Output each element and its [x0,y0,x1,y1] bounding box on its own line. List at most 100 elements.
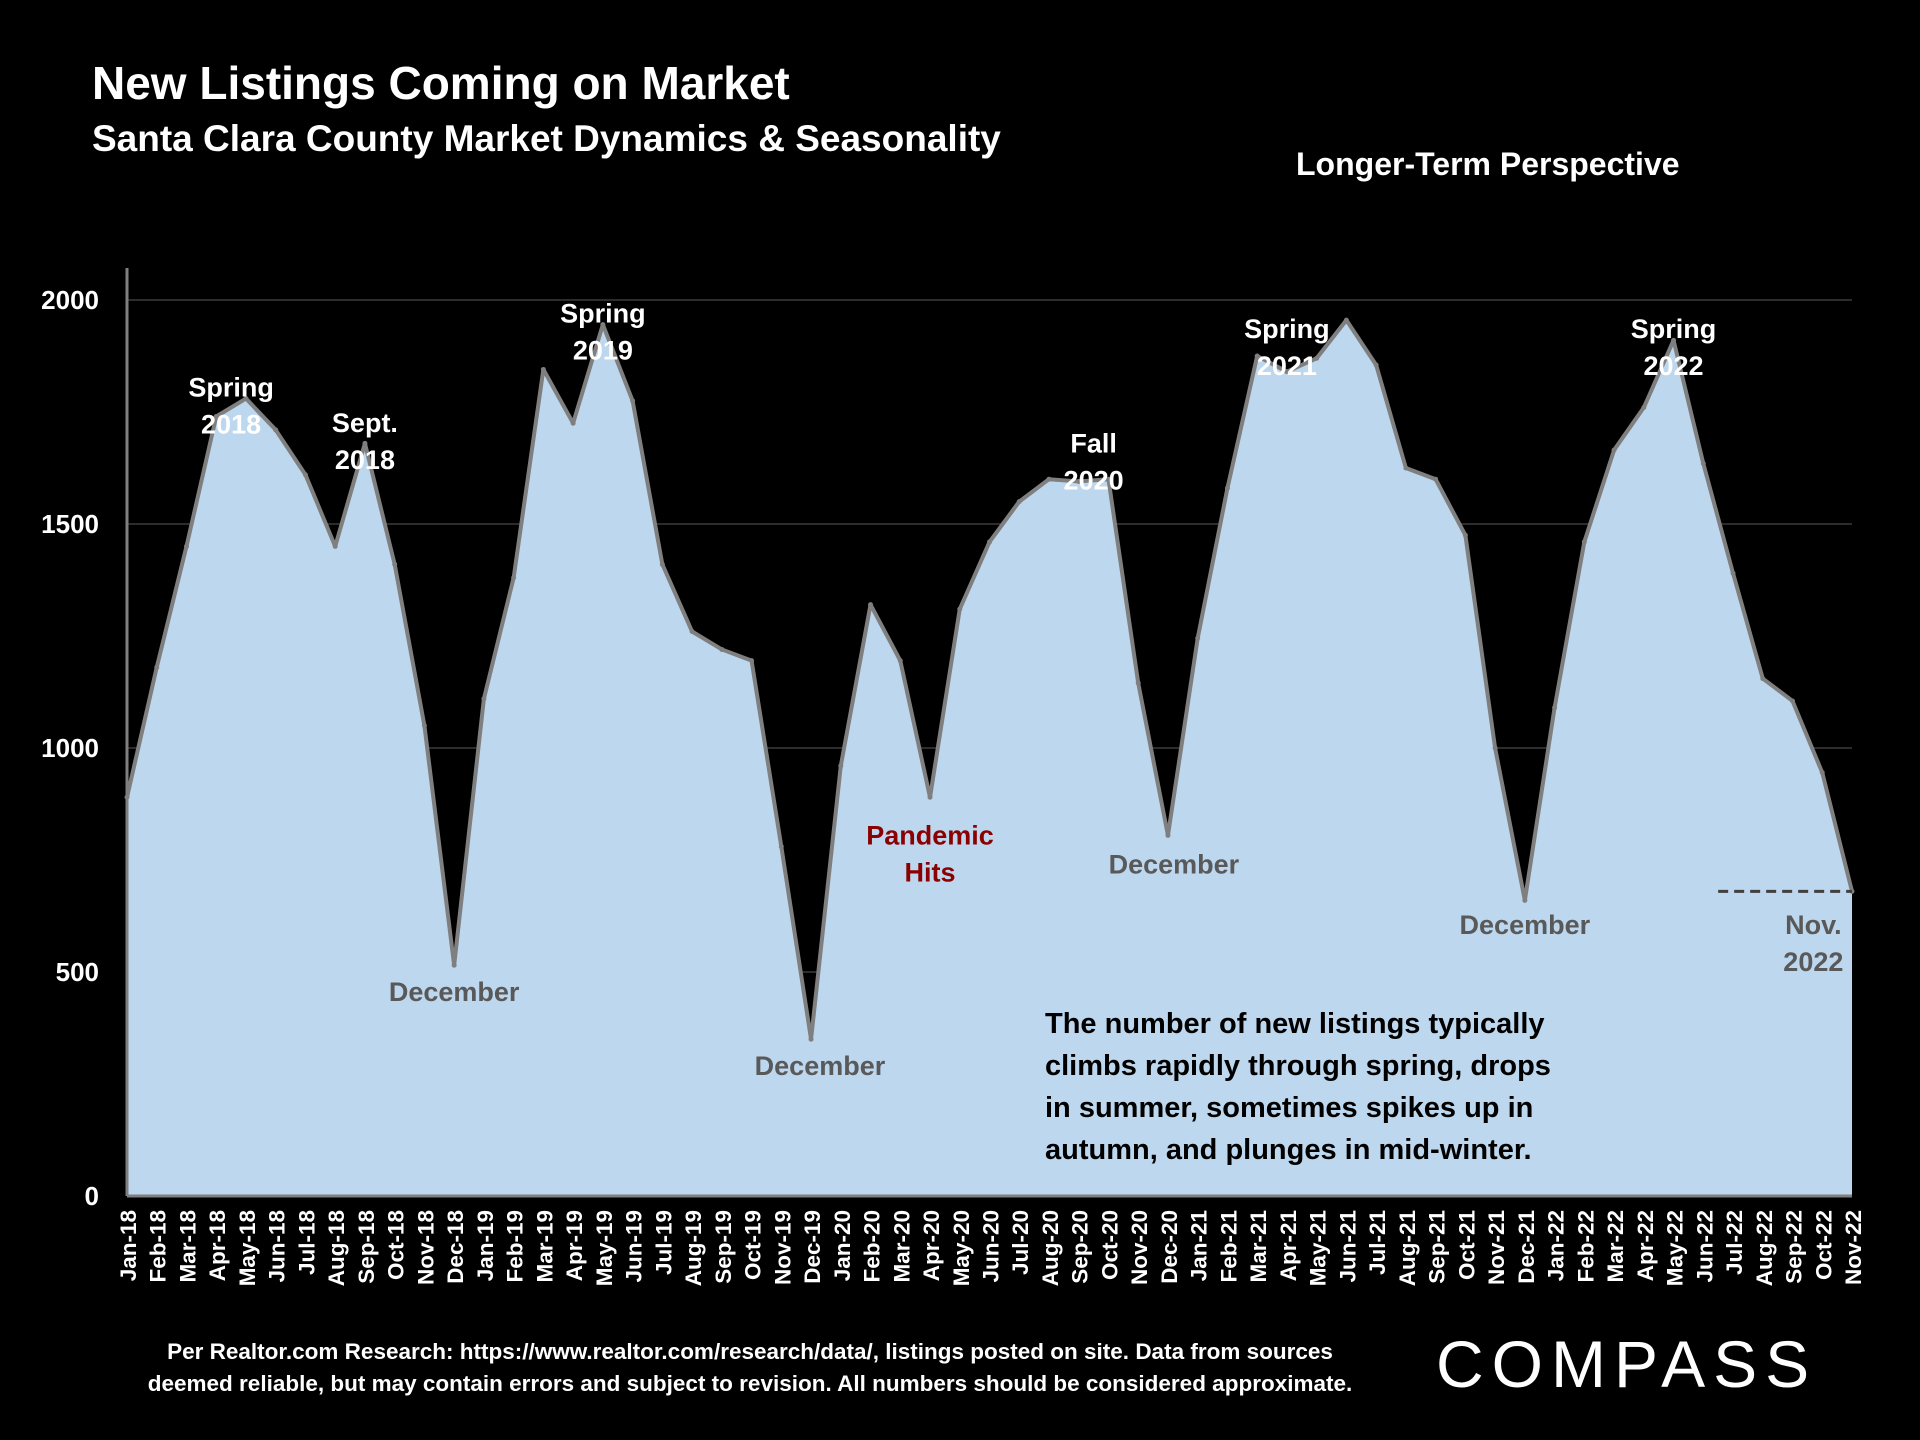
x-tick-label: Feb-20 [860,1210,885,1283]
annotation-label: Spring 2022 [1631,314,1717,381]
data-point [659,561,665,567]
x-tick-label: Nov-20 [1127,1210,1152,1285]
x-tick-label: Jan-22 [1544,1210,1569,1281]
annotation-label: Sept. 2018 [332,408,398,475]
source-note: Per Realtor.com Research: https://www.re… [110,1336,1390,1400]
x-tick-label: Nov-19 [770,1210,795,1285]
x-tick-label: Dec-20 [1157,1210,1182,1284]
annotation-label: December [755,1051,886,1081]
x-tick-label: Mar-22 [1603,1210,1628,1283]
x-tick-label: Jul-19 [651,1210,676,1275]
x-tick-label: Jul-22 [1722,1210,1747,1275]
x-tick-label: Nov-18 [413,1210,438,1285]
data-point [1462,532,1468,538]
data-point [1552,705,1558,711]
data-point [600,322,606,328]
annotation-label: Spring 2021 [1244,314,1330,381]
y-tick-label: 500 [56,957,99,987]
data-point [1343,317,1349,323]
x-tick-label: Mar-21 [1246,1210,1271,1283]
data-point [1492,745,1498,751]
data-point [1165,832,1171,838]
perspective-label: Longer-Term Perspective [1296,146,1680,182]
x-tick-label: Feb-21 [1216,1210,1241,1283]
x-tick-label: Jun-21 [1335,1210,1360,1283]
chart-subtitle: Santa Clara County Market Dynamics & Sea… [92,118,1001,159]
x-tick-label: Apr-22 [1633,1210,1658,1281]
data-point [1403,465,1409,471]
x-tick-label: May-18 [235,1210,260,1286]
data-point [332,543,338,549]
data-point [451,962,457,968]
chart-title: New Listings Coming on Market [92,57,790,109]
source-line-2: deemed reliable, but may contain errors … [147,1371,1353,1396]
x-tick-label: May-22 [1663,1210,1688,1286]
x-tick-label: Mar-18 [175,1210,200,1283]
data-point [1016,499,1022,505]
x-tick-label: Apr-20 [919,1210,944,1281]
data-point [1671,337,1677,343]
data-point [868,602,874,608]
data-point [1373,362,1379,368]
x-tick-label: Jan-20 [830,1210,855,1281]
x-tick-label: Oct-21 [1454,1210,1479,1280]
x-tick-label: Mar-19 [532,1210,557,1283]
x-tick-label: Dec-21 [1514,1210,1539,1284]
x-tick-label: Oct-20 [1097,1210,1122,1280]
x-tick-label: Aug-19 [681,1210,706,1286]
data-point [838,763,844,769]
data-point [1760,676,1766,682]
x-tick-label: Sep-20 [1068,1210,1093,1284]
data-point [1819,770,1825,776]
data-point [273,427,279,433]
explanatory-note: The number of new listings typically clim… [1045,1008,1551,1166]
x-tick-label: Aug-20 [1038,1210,1063,1286]
data-point [213,413,219,419]
data-point [570,420,576,426]
data-point [1790,698,1796,704]
x-tick-label: Jun-18 [265,1210,290,1283]
x-tick-label: Sep-21 [1425,1210,1450,1284]
x-tick-label: Nov-22 [1841,1210,1866,1285]
data-point [1314,355,1320,361]
annotation-label: Nov. 2022 [1783,910,1843,977]
x-tick-label: Jan-18 [116,1210,141,1281]
y-tick-label: 1500 [41,509,99,539]
x-tick-label: Jul-18 [294,1210,319,1275]
data-point [1076,478,1082,484]
data-point [1284,369,1290,375]
data-point [987,539,992,545]
data-point [1522,897,1528,903]
data-point [1730,570,1736,576]
x-tick-label: Dec-18 [443,1210,468,1284]
x-tick-label: Jan-21 [1187,1210,1212,1281]
x-tick-label: Sep-18 [354,1210,379,1284]
x-tick-label: Jul-20 [1008,1210,1033,1275]
data-point [1611,447,1617,453]
x-tick-label: Dec-19 [800,1210,825,1284]
data-point [689,629,695,635]
x-tick-label: Jul-21 [1365,1210,1390,1275]
data-point [1581,539,1587,545]
data-point [540,366,546,372]
x-tick-label: Jun-22 [1692,1210,1717,1283]
annotation-label: December [1109,849,1240,879]
area-fill [127,320,1852,1196]
data-point [778,844,784,850]
x-tick-label: Sep-19 [711,1210,736,1284]
x-tick-label: May-20 [949,1210,974,1286]
data-point [154,664,160,670]
data-point [421,723,427,729]
y-tick-label: 2000 [41,285,99,315]
x-tick-label: Oct-19 [741,1210,766,1280]
data-point [897,658,903,664]
x-tick-label: Jun-19 [622,1210,647,1283]
data-point [1105,476,1111,482]
data-point [1046,476,1052,482]
x-tick-label: Oct-22 [1811,1210,1836,1280]
x-tick-label: Feb-22 [1573,1210,1598,1283]
x-tick-label: May-19 [592,1210,617,1286]
x-tick-label: Sep-22 [1782,1210,1807,1284]
annotation-label: Fall 2020 [1064,428,1124,495]
